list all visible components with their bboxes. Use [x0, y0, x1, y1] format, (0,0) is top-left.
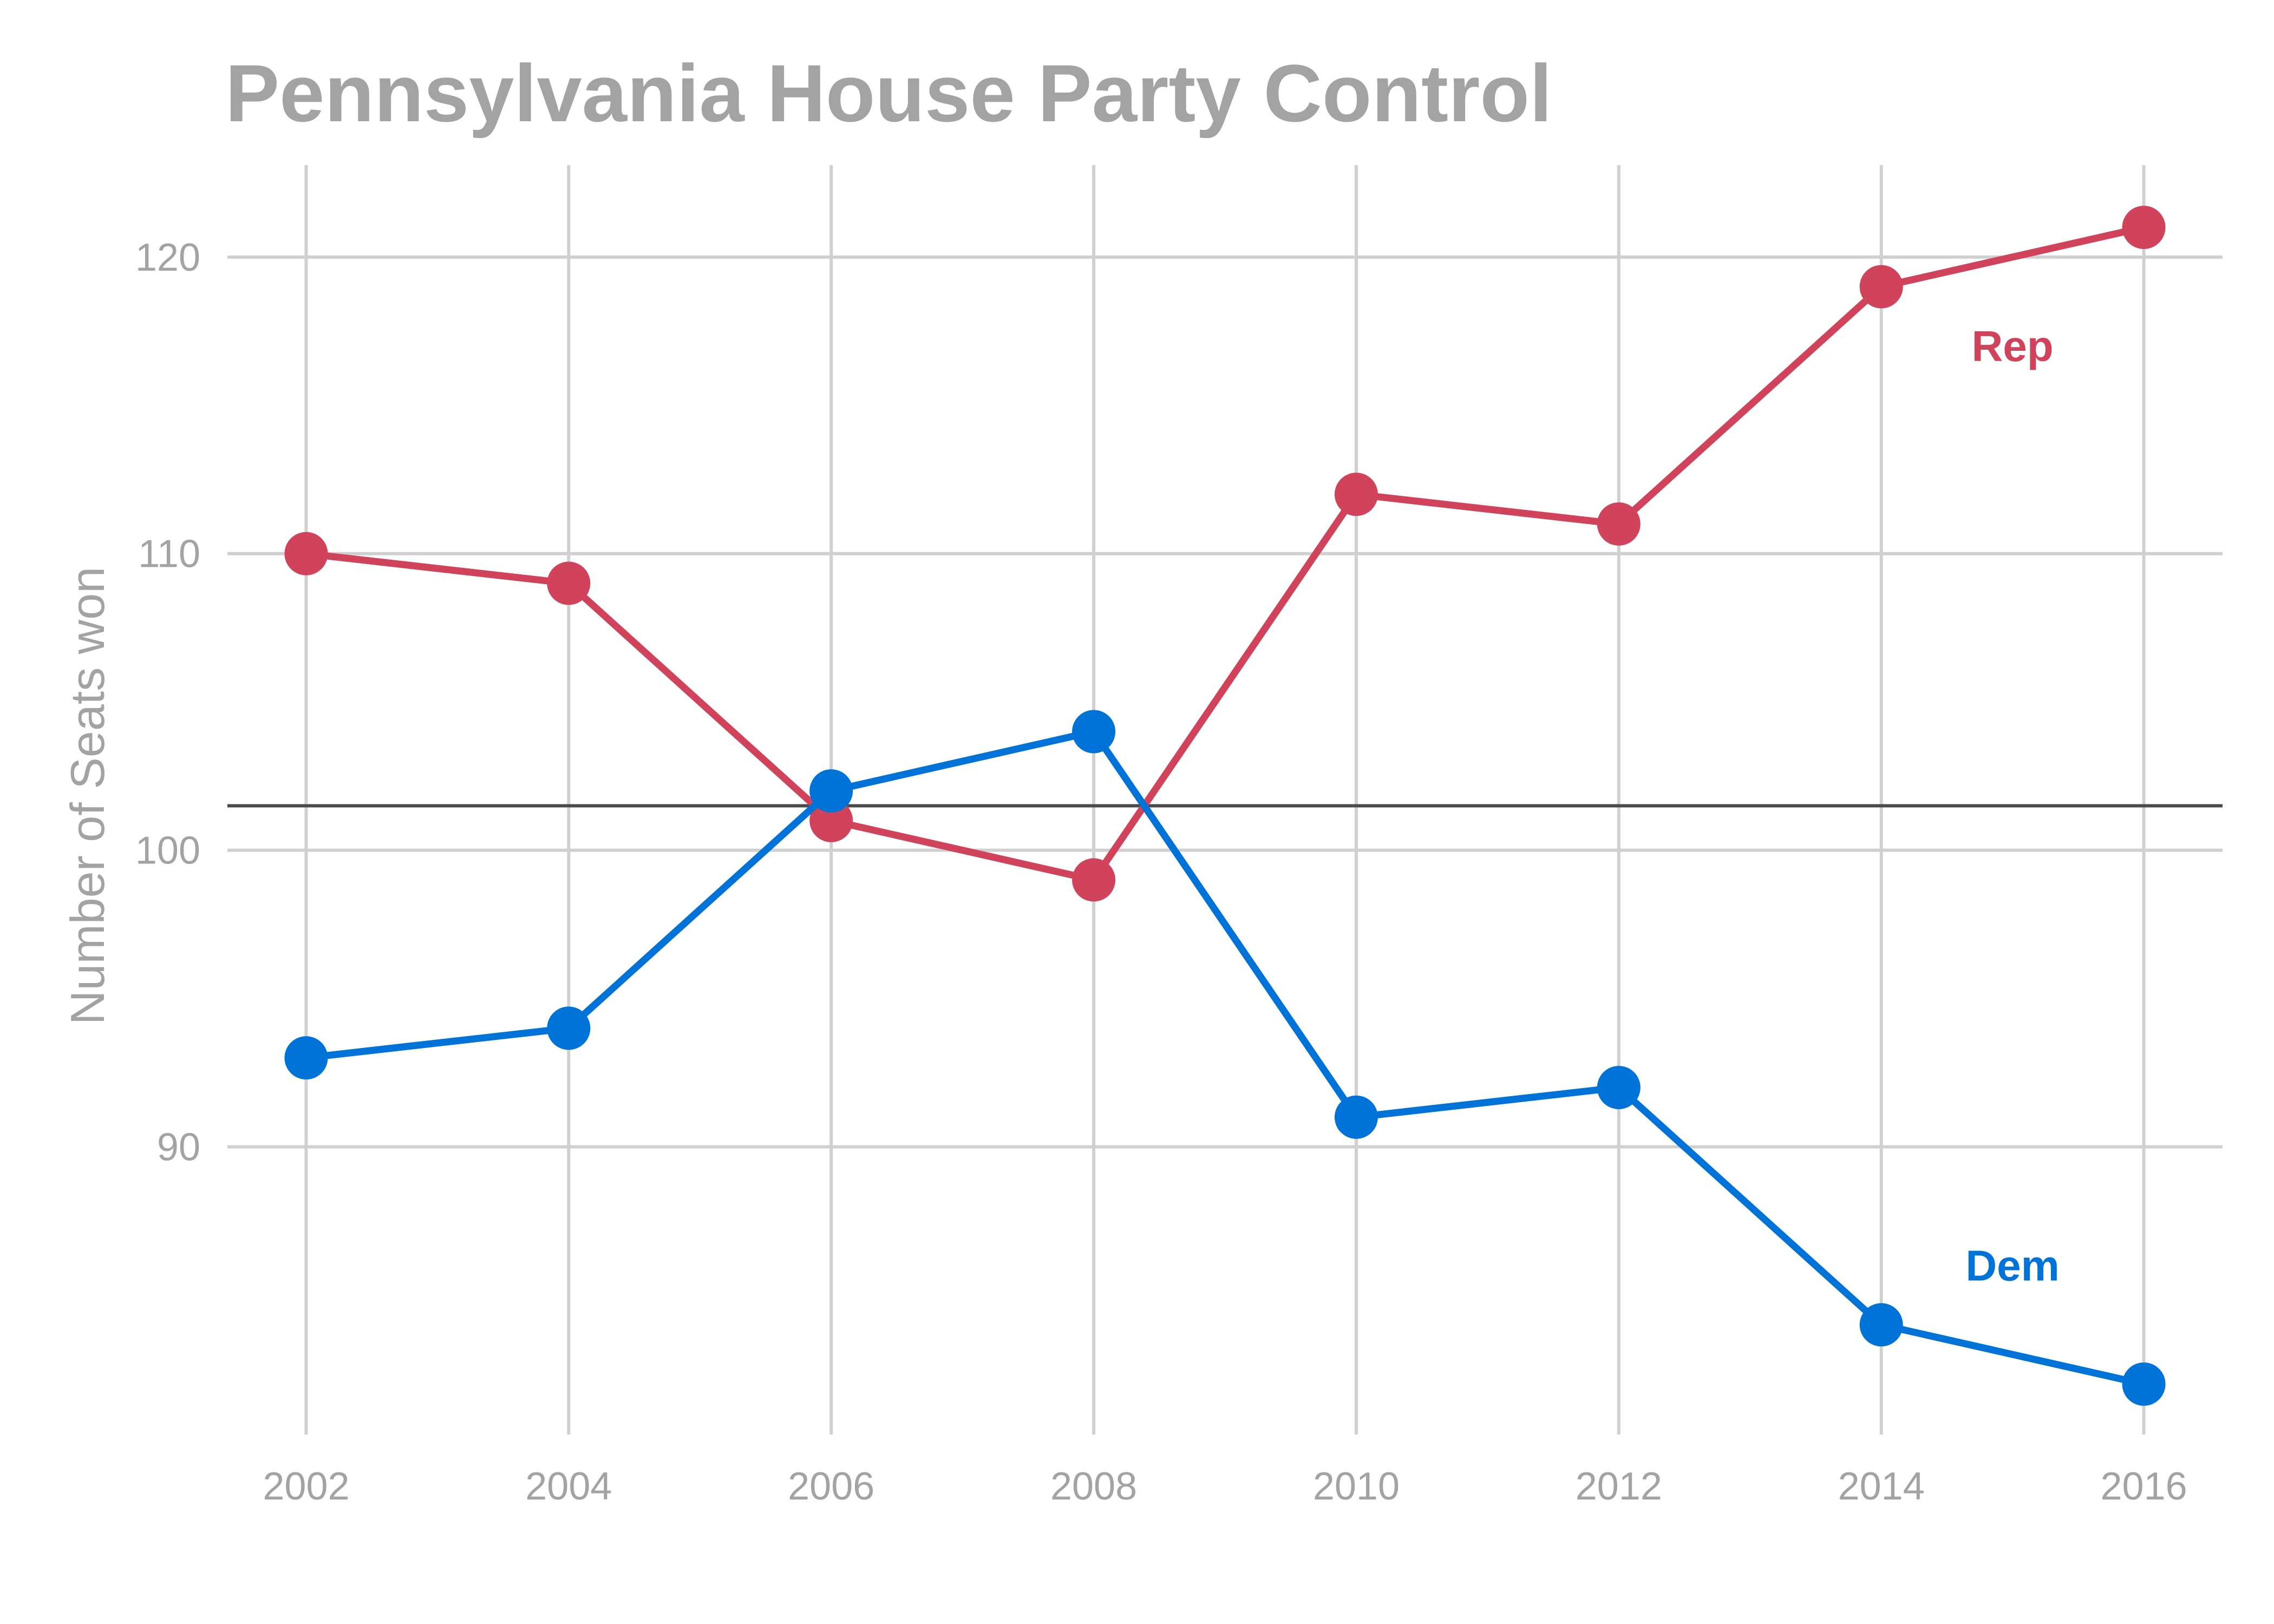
data-point-dem: [1334, 1095, 1378, 1139]
x-tick-label: 2006: [788, 1465, 874, 1508]
series-group: Rep Dem: [284, 206, 2166, 1406]
x-tick-label: 2002: [263, 1465, 349, 1508]
data-point-rep: [1859, 265, 1903, 309]
y-tick-label: 100: [135, 829, 200, 873]
data-point-dem: [284, 1036, 328, 1080]
data-point-rep: [809, 798, 853, 842]
x-tick-label: 2016: [2100, 1465, 2187, 1508]
series-label-dem: Dem: [1965, 1242, 2059, 1290]
y-tick-label: 120: [135, 236, 200, 279]
series-dem: Dem: [284, 710, 2166, 1406]
series-line-dem: [302, 728, 2148, 1388]
data-point-rep: [1597, 502, 1641, 546]
x-tick-label: 2004: [525, 1465, 612, 1508]
data-point-dem: [2122, 1362, 2166, 1406]
tick-labels: 2002 2004 2006 2008 2010 2012 2014 2016 90 100 110…: [135, 236, 2187, 1508]
data-point-rep: [547, 561, 591, 605]
x-tick-label: 2012: [1576, 1465, 1662, 1508]
y-axis-label: Number of Seats won: [61, 567, 114, 1025]
data-point-rep: [1072, 858, 1116, 902]
chart-title: Pennsylvania House Party Control: [225, 48, 1552, 139]
series-line-rep: [302, 224, 2148, 883]
y-tick-label: 90: [157, 1126, 200, 1169]
data-point-rep: [284, 532, 328, 575]
data-point-dem: [1597, 1065, 1641, 1109]
x-tick-label: 2008: [1050, 1465, 1137, 1508]
data-point-dem: [1859, 1303, 1903, 1347]
data-point-rep: [2122, 206, 2166, 250]
x-tick-label: 2010: [1313, 1465, 1400, 1508]
data-point-dem: [1072, 710, 1116, 754]
data-point-dem: [547, 1006, 591, 1050]
y-tick-label: 110: [138, 533, 200, 576]
data-point-rep: [1334, 473, 1378, 516]
series-label-rep: Rep: [1972, 322, 2054, 370]
series-rep: Rep: [284, 206, 2166, 902]
data-point-dem: [809, 769, 853, 813]
x-tick-label: 2014: [1838, 1465, 1925, 1508]
grid: [227, 165, 2223, 1435]
